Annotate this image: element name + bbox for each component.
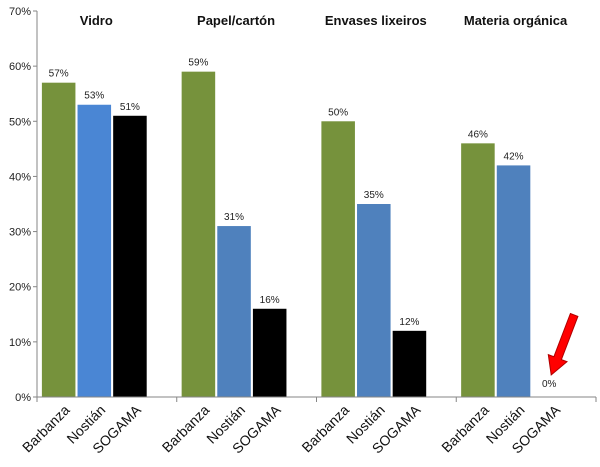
bar-data-label: 53% [84,91,104,102]
group-titles: Vidro Papel/cartón Envases lixeiros Materia… [80,13,568,28]
bar-data-label: 59% [188,58,208,69]
bar [113,115,147,398]
y-tick-label: 10% [9,337,31,349]
bar [181,71,216,398]
bar [461,143,495,397]
bar [321,121,355,398]
category-label: Barbanza [19,402,73,456]
bar [496,165,531,397]
bar-data-label: 31% [224,212,244,223]
bar-data-label: 50% [328,107,348,118]
bar [41,82,76,397]
bar-data-label: 57% [49,69,69,80]
bar-data-label: 51% [120,102,140,113]
y-tick-label: 0% [15,392,31,404]
bar-data-label: 0% [542,379,557,390]
group-title: Envases lixeiros [325,13,427,28]
bar [392,330,427,397]
bar-data-label: 42% [504,151,524,162]
bar [217,226,251,397]
y-tick-label: 20% [9,282,31,294]
y-tick-label: 70% [9,6,31,18]
y-axis: 0% 10% 20% 30% 40% 50% 60% 70% [9,6,38,404]
red-arrow-icon [547,312,579,376]
group-title: Materia orgánica [464,13,568,28]
bar [77,104,112,397]
y-tick-label: 30% [9,227,31,239]
y-tick-label: 60% [9,61,31,73]
annotation [547,312,579,376]
bar-data-label: 12% [399,317,419,328]
bar [252,308,287,397]
bar-data-label: 46% [468,129,488,140]
y-tick-label: 50% [9,116,31,128]
category-label: Barbanza [438,402,492,456]
group-title: Papel/cartón [197,13,275,28]
group-title: Vidro [80,13,113,28]
y-tick-label: 40% [9,171,31,183]
category-label: Barbanza [299,402,353,456]
bar-data-label: 35% [364,190,384,201]
bars [41,71,531,398]
bar [357,204,391,397]
data-labels: 57% 53% 51% 59% 31% 16% 50% 35% 12% 46% 42% 0% [49,58,557,390]
bar-data-label: 16% [260,295,280,306]
category-label: Barbanza [159,402,213,456]
